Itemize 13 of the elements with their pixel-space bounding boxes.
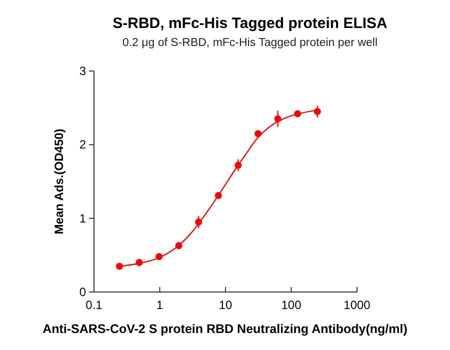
chart-subtitle: 0.2 μg of S-RBD, mFc-His Tagged protein per well (122, 37, 378, 49)
chart-title: S-RBD, mFc-His Tagged protein ELISA (112, 15, 388, 32)
x-tick-label: 1000 (344, 298, 371, 312)
y-tick-label: 0 (79, 285, 86, 299)
x-tick-label: 1 (156, 298, 164, 312)
y-tick-label: 3 (79, 64, 86, 78)
x-tick-label: 0.1 (86, 298, 103, 312)
y-axis-title: Mean Ads.(OD450) (52, 128, 66, 234)
y-tick-label: 1 (79, 211, 86, 226)
y-tick-label: 2 (79, 138, 86, 152)
x-tick-label: 100 (281, 298, 302, 312)
x-tick-label: 10 (218, 298, 232, 312)
x-axis-title: Anti-SARS-CoV-2 S protein RBD Neutralizing Antibody(ng/ml) (42, 322, 408, 336)
